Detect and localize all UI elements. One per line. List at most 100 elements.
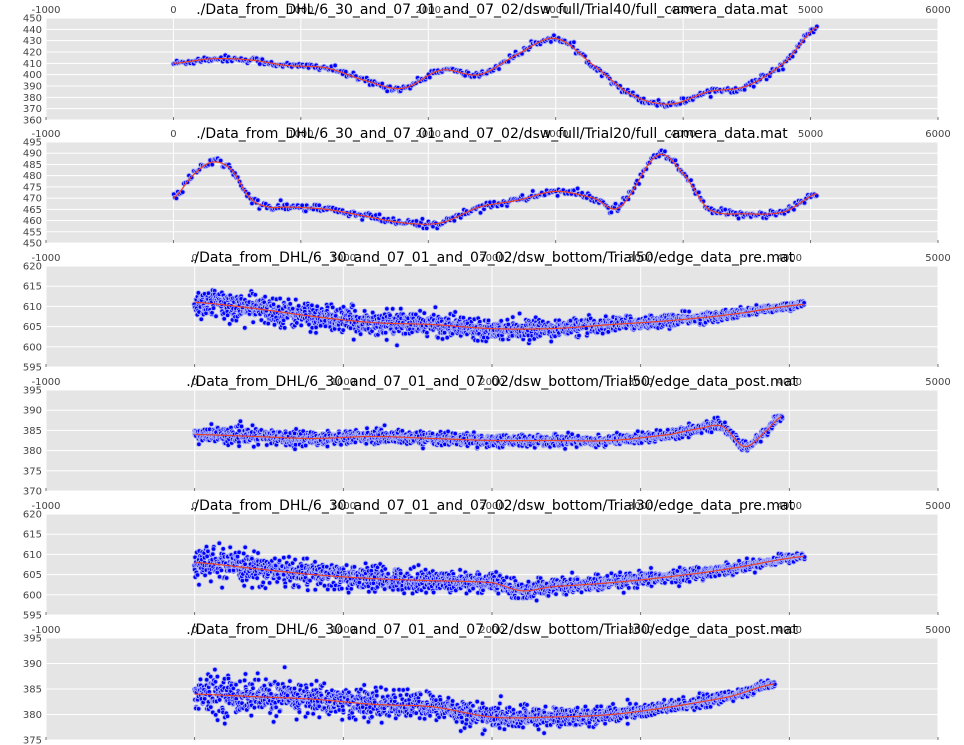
data-point [340,327,346,333]
data-point [452,309,458,315]
data-point [238,423,245,430]
data-point [296,584,302,590]
data-point [574,185,581,192]
y-tick-label: 400 [23,70,42,81]
x-tick-label: 4000 [670,5,695,16]
data-point [303,208,309,215]
y-tick-label: 600 [23,342,42,353]
data-point [220,546,226,552]
y-tick-label: 480 [23,171,42,182]
data-point [662,148,668,155]
y-tick-label: 410 [23,59,42,70]
data-point [255,197,261,203]
data-point [750,83,757,90]
data-point [271,321,278,328]
y-tick-label: 390 [23,82,42,93]
data-point [498,318,504,324]
data-point [210,551,216,557]
data-point [554,193,561,199]
y-tick-label: 375 [23,466,42,477]
x-tick-label: 3000 [543,5,568,16]
data-point [250,319,256,325]
data-point [430,312,437,318]
data-point [252,292,259,298]
y-tick-label: 615 [23,282,42,293]
data-point [348,586,354,592]
data-point [382,329,389,336]
data-point [237,418,244,424]
data-point [251,443,257,450]
data-point [338,441,344,448]
data-point [381,422,388,429]
data-point [312,559,318,565]
data-point [361,308,368,314]
data-point [338,585,345,592]
data-point [210,546,217,552]
data-point [421,310,428,316]
x-tick-label: -1000 [31,253,60,264]
y-tick-label: 450 [23,239,42,250]
data-point [516,310,523,317]
data-point [435,334,441,341]
data-point [608,209,615,216]
data-point [208,421,215,427]
axes-background [46,142,938,243]
data-point [357,331,364,337]
data-point [735,215,742,222]
y-tick-label: 475 [23,182,42,193]
data-point [510,314,516,320]
data-point [254,575,260,581]
data-point [356,579,363,586]
data-point [284,201,290,208]
data-point [242,325,248,331]
data-point [707,94,714,100]
data-point [285,296,292,303]
data-point [213,313,219,319]
data-point [398,305,404,312]
data-point [324,443,331,450]
data-point [298,322,304,329]
y-tick-label: 485 [23,160,42,171]
data-point [293,426,299,432]
data-point [420,445,426,452]
data-point [313,330,319,336]
y-tick-label: 605 [23,322,42,333]
data-point [309,302,315,309]
data-point [282,583,289,590]
data-point [399,428,406,434]
data-point [362,560,369,567]
data-point [236,443,242,449]
y-tick-label: 595 [23,363,42,374]
data-point [394,342,400,349]
data-point [548,338,554,345]
data-point [350,336,357,343]
data-point [216,540,223,546]
data-point [316,202,322,209]
data-point [276,575,282,581]
data-point [209,310,215,316]
data-point [432,304,439,310]
y-tick-label: 455 [23,227,42,238]
y-tick-label: 390 [23,406,42,417]
data-point [265,320,271,327]
data-point [249,584,255,591]
data-point [255,441,261,448]
data-point [255,550,261,556]
data-point [686,308,692,315]
x-tick-label: 5000 [925,253,950,264]
x-tick-label: 6000 [925,129,950,140]
data-point [722,206,728,213]
data-point [292,446,298,452]
data-point [277,295,283,302]
y-tick-label: 385 [23,426,42,437]
data-point [262,585,269,591]
x-tick-label: 5000 [925,377,950,388]
data-point [329,304,336,311]
data-point [496,66,502,72]
data-point [236,549,242,556]
data-point [210,305,217,311]
data-point [281,325,288,331]
data-point [314,303,320,310]
